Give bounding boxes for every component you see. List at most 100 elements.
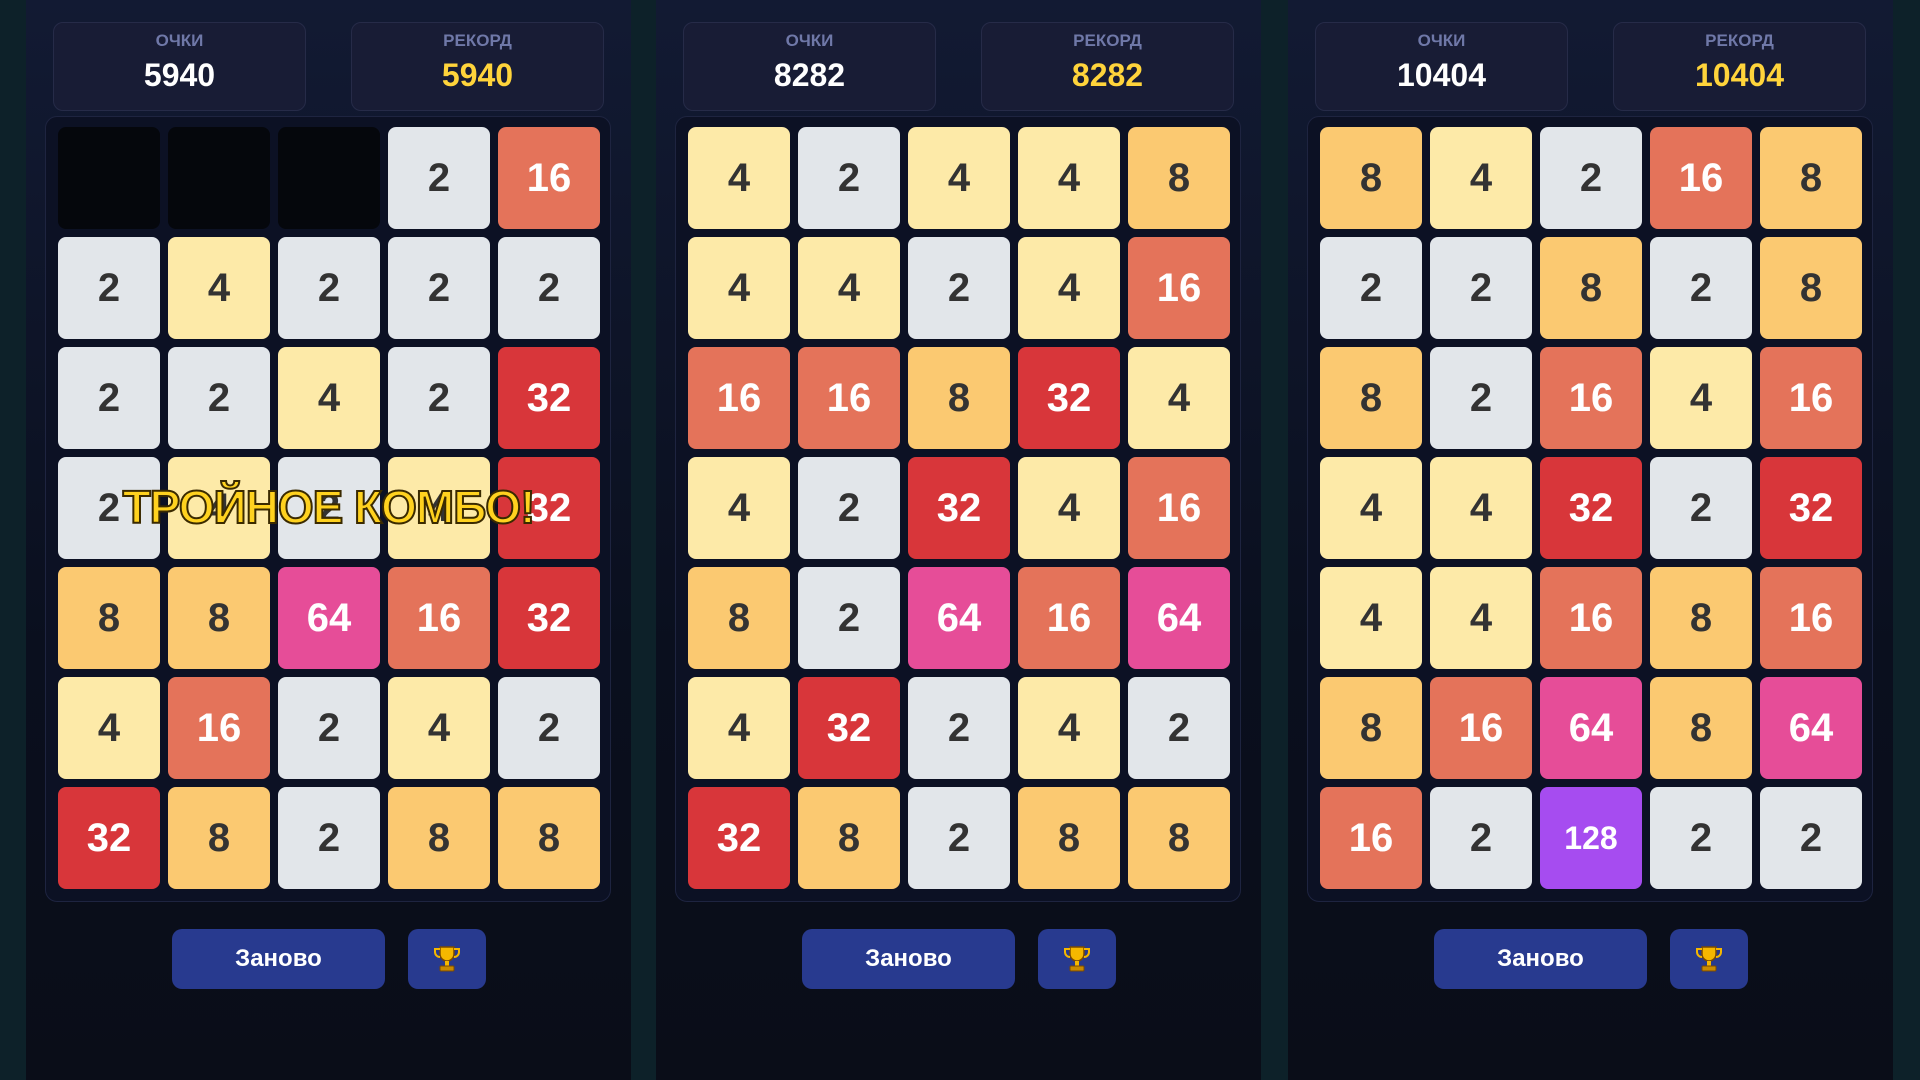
tile: 2 — [908, 787, 1010, 889]
tile: 2 — [1650, 787, 1752, 889]
tile: 8 — [1320, 127, 1422, 229]
tile: 8 — [798, 787, 900, 889]
score-label: ОЧКИ — [1417, 31, 1466, 50]
tile: 2 — [1320, 237, 1422, 339]
record-label: РЕКОРД — [1705, 31, 1774, 50]
tile: 2 — [1760, 787, 1862, 889]
leaderboard-button[interactable] — [1038, 929, 1116, 989]
tile: 4 — [1430, 457, 1532, 559]
tile: 16 — [1540, 567, 1642, 669]
tile: 2 — [1430, 787, 1532, 889]
tile: 4 — [688, 457, 790, 559]
tile: 32 — [798, 677, 900, 779]
tile: 4 — [688, 237, 790, 339]
tile: 16 — [1540, 347, 1642, 449]
tile: 2 — [168, 347, 270, 449]
score-box: ОЧКИ 5940 — [53, 22, 306, 111]
tile: 2 — [1128, 677, 1230, 779]
tile: 32 — [498, 347, 600, 449]
tile: 2 — [58, 347, 160, 449]
tile: 4 — [1018, 457, 1120, 559]
tile: 2 — [278, 677, 380, 779]
tile: 2 — [1430, 237, 1532, 339]
record-value: 5940 — [441, 57, 514, 93]
tile: 64 — [1760, 677, 1862, 779]
tile: 128 — [1540, 787, 1642, 889]
tile: 16 — [168, 677, 270, 779]
combo-text: ТРОЙНОЕ КОМБО! — [122, 480, 537, 534]
leaderboard-button[interactable] — [408, 929, 486, 989]
tile: 8 — [908, 347, 1010, 449]
leaderboard-button[interactable] — [1670, 929, 1748, 989]
tile: 4 — [1320, 457, 1422, 559]
tile: 8 — [58, 567, 160, 669]
tile: 8 — [1128, 127, 1230, 229]
tile: 2 — [1650, 237, 1752, 339]
score-label: ОЧКИ — [155, 31, 204, 50]
tile: 2 — [278, 457, 380, 559]
tile: 4 — [1430, 127, 1532, 229]
tile: 8 — [1018, 787, 1120, 889]
game-panel: ОЧКИ 5940 РЕКОРД 5940 2 16 2 4 2 2 2 2 2 4 2 32 2 4 2 4 32 8 8… — [26, 0, 631, 1080]
tile: 2 — [798, 127, 900, 229]
score-value: 5940 — [143, 57, 216, 93]
tile: 8 — [1540, 237, 1642, 339]
restart-button[interactable]: Заново — [1434, 929, 1647, 989]
tile: 4 — [58, 677, 160, 779]
score-box: ОЧКИ 10404 — [1315, 22, 1568, 111]
tile: 4 — [168, 457, 270, 559]
restart-button[interactable]: Заново — [172, 929, 385, 989]
tile: 64 — [908, 567, 1010, 669]
restart-button[interactable]: Заново — [802, 929, 1015, 989]
record-label: РЕКОРД — [1073, 31, 1142, 50]
tile: 8 — [1320, 677, 1422, 779]
tile: 2 — [908, 237, 1010, 339]
tile: 32 — [498, 457, 600, 559]
trophy-icon — [1064, 946, 1090, 972]
game-panel: ОЧКИ 8282 РЕКОРД 8282 4 2 4 4 8 4 4 2 4 16 16 16 8 32 4 4 2 3… — [656, 0, 1261, 1080]
tile: 8 — [1650, 677, 1752, 779]
tile: 16 — [1128, 237, 1230, 339]
tile: 2 — [1650, 457, 1752, 559]
tile: 2 — [278, 787, 380, 889]
tile: 4 — [1018, 127, 1120, 229]
tile: 32 — [688, 787, 790, 889]
tile: 2 — [798, 567, 900, 669]
empty-cell — [278, 127, 380, 229]
tile: 16 — [1430, 677, 1532, 779]
tile: 64 — [1128, 567, 1230, 669]
tile: 16 — [1760, 567, 1862, 669]
tile: 64 — [1540, 677, 1642, 779]
tile: 4 — [1128, 347, 1230, 449]
tile: 8 — [1760, 127, 1862, 229]
tile: 2 — [498, 677, 600, 779]
score-box: ОЧКИ 8282 — [683, 22, 936, 111]
tile: 4 — [1018, 237, 1120, 339]
tile: 2 — [1540, 127, 1642, 229]
tile: 4 — [168, 237, 270, 339]
tile: 8 — [1128, 787, 1230, 889]
tile: 2 — [908, 677, 1010, 779]
tile: 16 — [1650, 127, 1752, 229]
tile: 32 — [1760, 457, 1862, 559]
tile: 32 — [908, 457, 1010, 559]
tile: 16 — [388, 567, 490, 669]
tile: 2 — [498, 237, 600, 339]
tile: 4 — [1430, 567, 1532, 669]
tile: 8 — [1320, 347, 1422, 449]
tile: 8 — [688, 567, 790, 669]
score-label: ОЧКИ — [785, 31, 834, 50]
record-label: РЕКОРД — [443, 31, 512, 50]
record-value: 8282 — [1071, 57, 1144, 93]
tile: 4 — [1650, 347, 1752, 449]
tile: 16 — [1018, 567, 1120, 669]
tile: 2 — [388, 347, 490, 449]
tile: 8 — [168, 567, 270, 669]
record-box: РЕКОРД 5940 — [351, 22, 604, 111]
game-panel: ОЧКИ 10404 РЕКОРД 10404 8 4 2 16 8 2 2 8 2 8 8 2 16 4 16 4 4… — [1288, 0, 1893, 1080]
tile: 16 — [498, 127, 600, 229]
tile: 32 — [498, 567, 600, 669]
tile: 4 — [908, 127, 1010, 229]
tile: 4 — [1320, 567, 1422, 669]
